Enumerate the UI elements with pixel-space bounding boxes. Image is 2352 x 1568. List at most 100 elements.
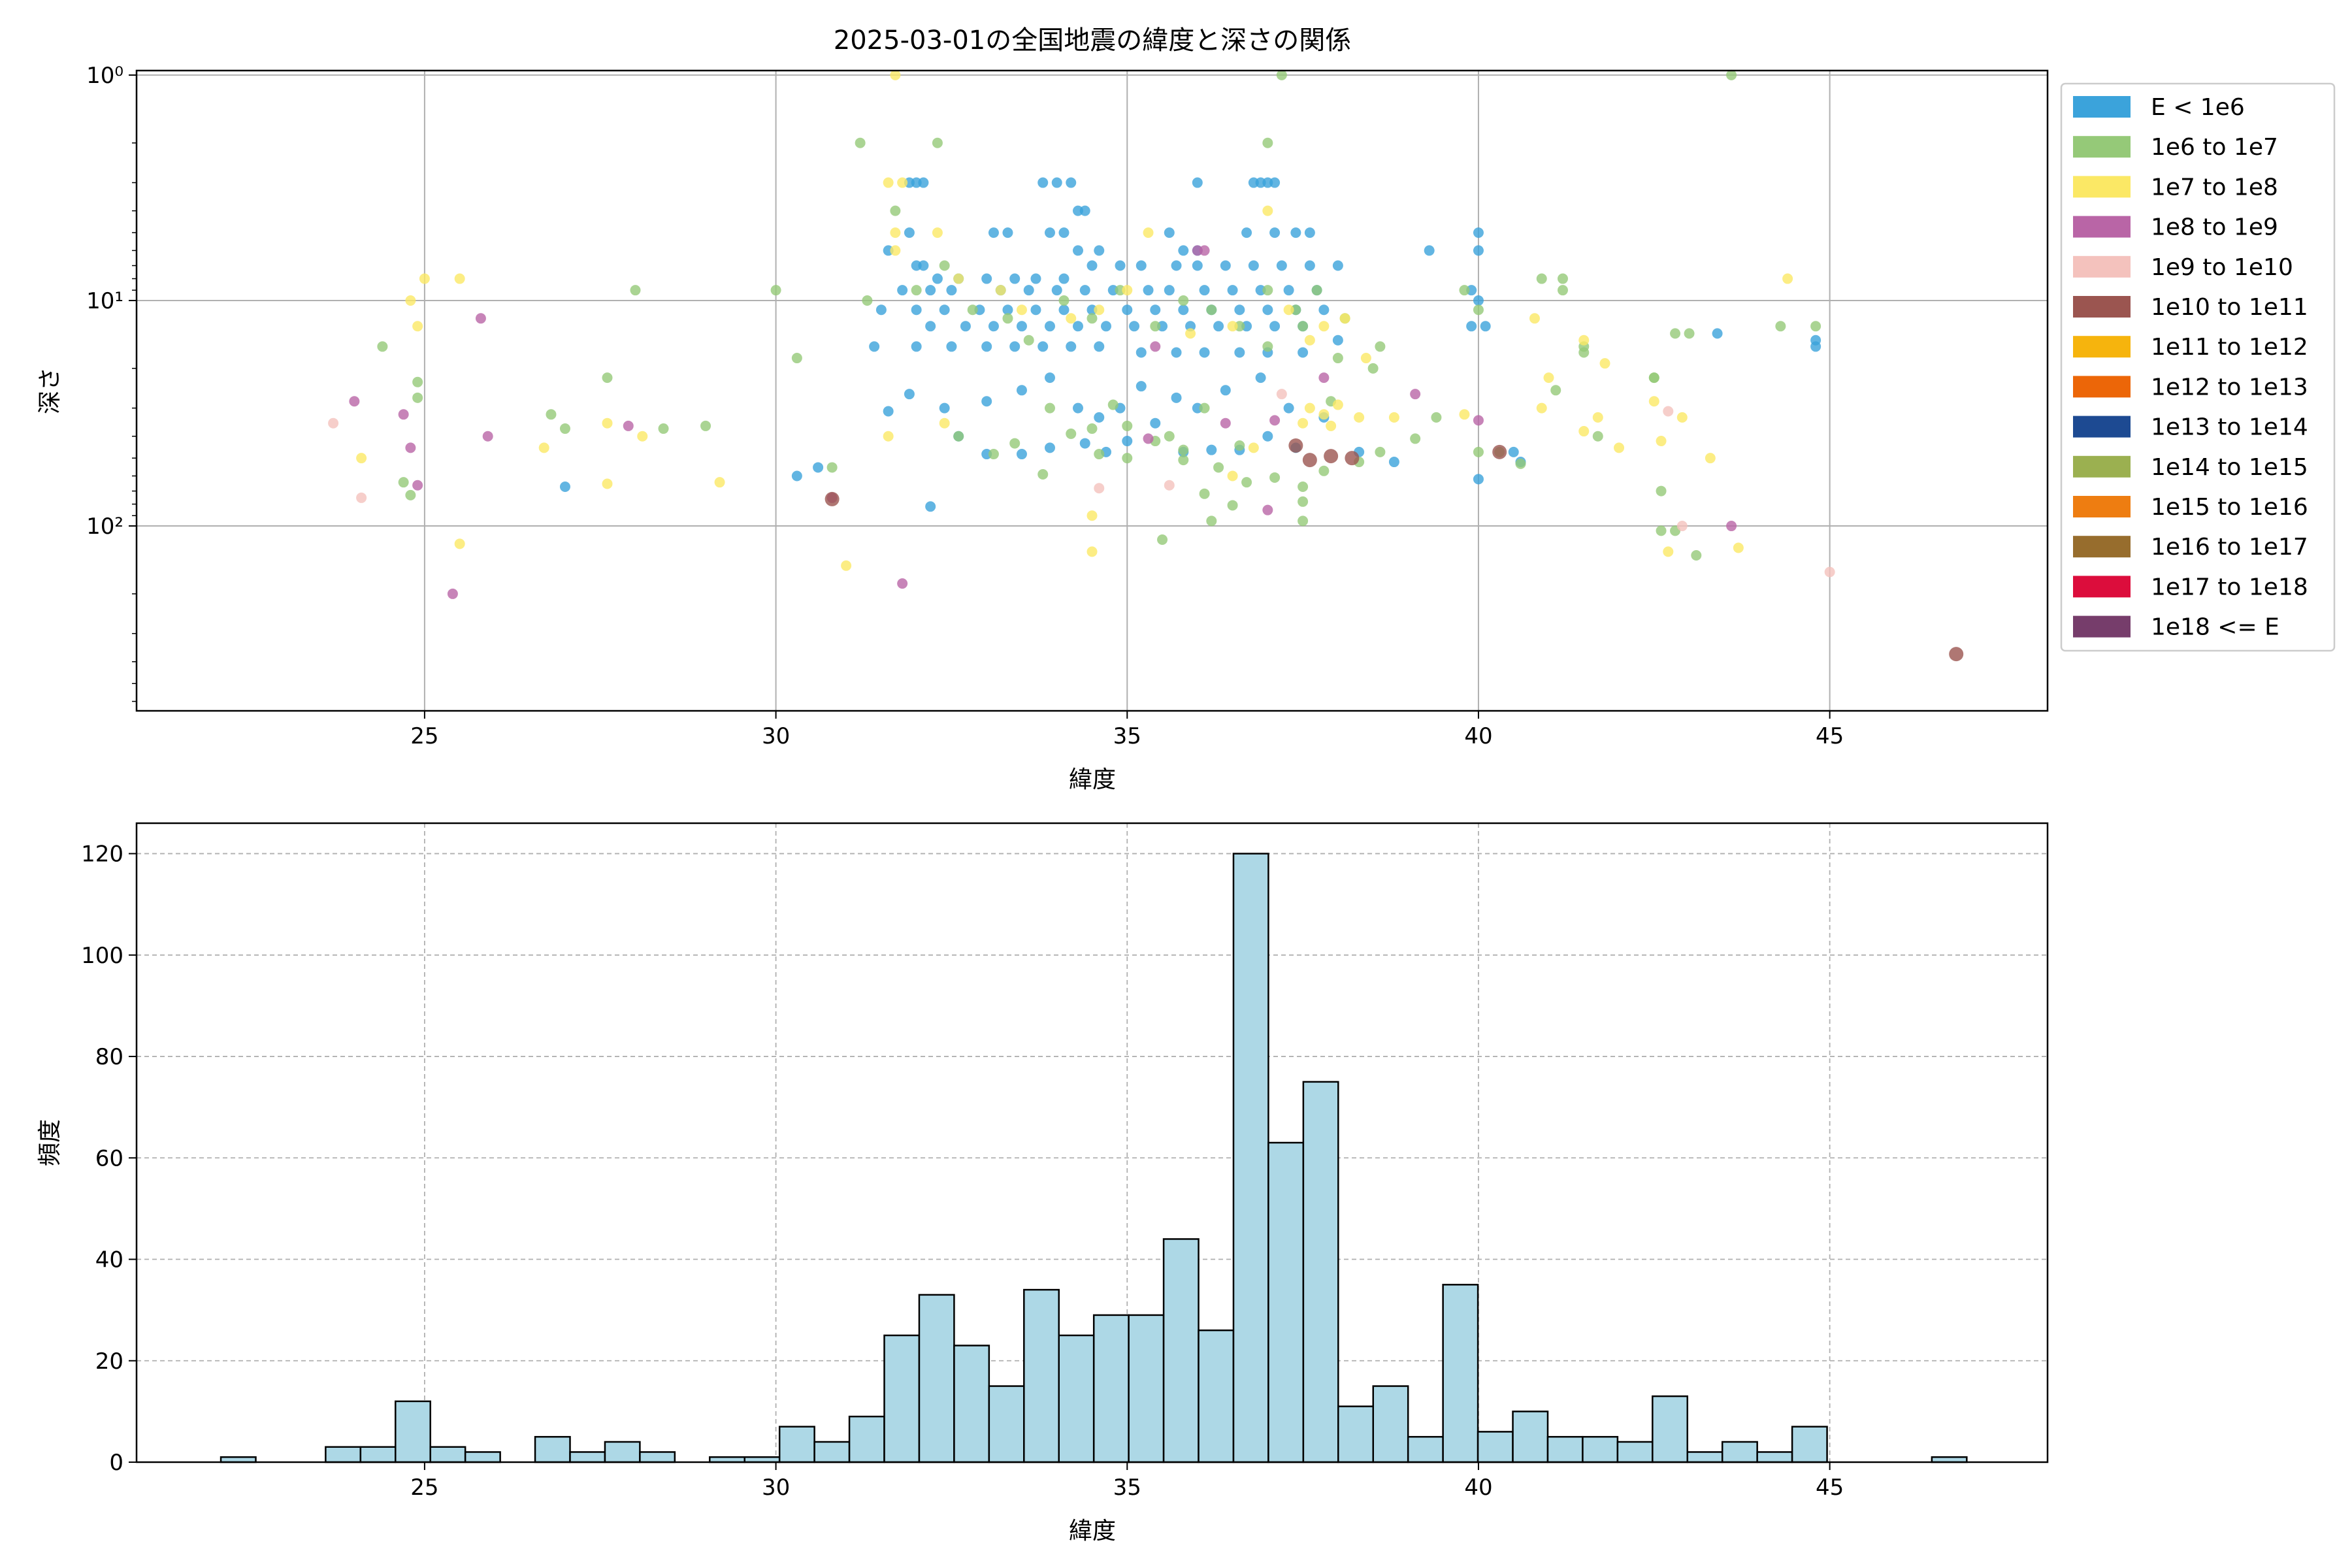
histogram-bar <box>534 1435 571 1463</box>
scatter-point <box>1094 483 1105 494</box>
scatter-point <box>1656 485 1667 497</box>
scatter-point <box>1473 474 1484 485</box>
legend-label: 1e14 to 1e15 <box>2151 454 2308 481</box>
histogram-bar <box>1686 1451 1723 1463</box>
scatter-point <box>405 489 416 500</box>
scatter-point <box>1234 440 1245 451</box>
scatter-point <box>602 372 613 384</box>
scatter-point <box>1557 285 1568 296</box>
histogram-x-tick-label: 45 <box>1816 1475 1844 1501</box>
scatter-point <box>925 321 936 332</box>
scatter-point <box>1550 385 1561 396</box>
scatter-point <box>398 477 409 488</box>
scatter-point <box>1199 245 1210 256</box>
scatter-point <box>1663 546 1674 557</box>
scatter-point <box>925 501 936 512</box>
scatter-point <box>1009 273 1021 284</box>
scatter-point <box>1712 328 1723 339</box>
scatter-point <box>1375 446 1386 457</box>
scatter-point <box>939 402 950 414</box>
scatter-point <box>897 578 908 589</box>
histogram-bar <box>1302 1081 1339 1463</box>
legend-swatch <box>2073 136 2131 158</box>
scatter-point <box>1058 304 1070 316</box>
scatter-points <box>328 69 1964 662</box>
scatter-point <box>1543 372 1554 384</box>
scatter-point <box>475 313 486 324</box>
scatter-point <box>1360 353 1371 364</box>
scatter-point <box>1290 227 1301 238</box>
scatter-point <box>1676 521 1688 532</box>
scatter-point <box>538 442 549 453</box>
scatter-point <box>1248 442 1259 453</box>
scatter-point <box>883 431 894 442</box>
scatter-point <box>1023 335 1034 346</box>
scatter-point <box>1473 227 1484 238</box>
scatter-x-axis-label: 緯度 <box>1069 766 1116 793</box>
scatter-point <box>1143 227 1154 238</box>
scatter-point <box>1262 341 1273 352</box>
scatter-axes-frame <box>135 69 2049 712</box>
histogram-y-tick-label: 20 <box>95 1348 123 1375</box>
scatter-point <box>1107 399 1119 410</box>
scatter-point <box>405 295 416 306</box>
scatter-point <box>1824 566 1835 578</box>
scatter-point <box>1220 417 1231 429</box>
scatter-point <box>1283 304 1294 316</box>
scatter-point <box>1213 462 1224 473</box>
scatter-point <box>1227 470 1238 482</box>
scatter-point <box>1016 304 1027 316</box>
scatter-point <box>883 406 894 417</box>
legend-swatch <box>2073 455 2131 478</box>
scatter-point <box>1326 420 1337 431</box>
scatter-point <box>1810 341 1821 352</box>
scatter-point <box>1220 260 1231 271</box>
scatter-point <box>1332 260 1343 271</box>
scatter-point <box>1227 321 1238 332</box>
legend-swatch <box>2073 536 2131 558</box>
scatter-point <box>1255 372 1266 384</box>
scatter-point <box>1122 420 1133 431</box>
scatter-point <box>953 273 964 284</box>
scatter-y-axis-label: 深さ <box>37 367 63 414</box>
scatter-point <box>356 453 367 464</box>
scatter-point <box>1262 431 1273 442</box>
scatter-point <box>918 177 929 188</box>
scatter-y-tick-label: 10¹ <box>86 288 123 314</box>
scatter-grid <box>137 71 2048 711</box>
scatter-point <box>412 321 423 332</box>
scatter-point <box>1726 69 1737 80</box>
scatter-point <box>630 285 641 296</box>
scatter-point <box>911 285 922 296</box>
scatter-point <box>1178 455 1189 466</box>
legend-swatch <box>2073 176 2131 198</box>
scatter-point <box>1199 347 1210 358</box>
legend-label: 1e18 <= E <box>2151 614 2279 641</box>
scatter-point <box>1599 358 1610 369</box>
legend-label: 1e11 to 1e12 <box>2151 334 2308 361</box>
histogram-bar <box>918 1294 955 1463</box>
scatter-point <box>356 492 367 503</box>
scatter-point <box>1192 260 1203 271</box>
scatter-point <box>1269 177 1281 188</box>
scatter-point <box>1304 335 1315 346</box>
scatter-point <box>855 137 866 148</box>
scatter-point <box>412 376 423 387</box>
legend-swatch <box>2073 216 2131 238</box>
scatter-point <box>349 396 360 407</box>
scatter-point <box>1164 285 1175 296</box>
scatter-point <box>1949 647 1964 662</box>
scatter-point <box>862 295 873 306</box>
scatter-point <box>1733 542 1744 553</box>
scatter-point <box>1122 436 1133 447</box>
scatter-point <box>1051 285 1062 296</box>
scatter-point <box>911 341 922 352</box>
histogram-bar <box>813 1441 851 1463</box>
legend-label: 1e6 to 1e7 <box>2151 134 2278 161</box>
legend-label: 1e7 to 1e8 <box>2151 174 2278 201</box>
legend-swatch <box>2073 296 2131 318</box>
scatter-y-tick-label: 10⁰ <box>86 63 123 89</box>
scatter-point <box>658 423 669 434</box>
scatter-point <box>1206 444 1217 455</box>
legend-swatch <box>2073 615 2131 638</box>
